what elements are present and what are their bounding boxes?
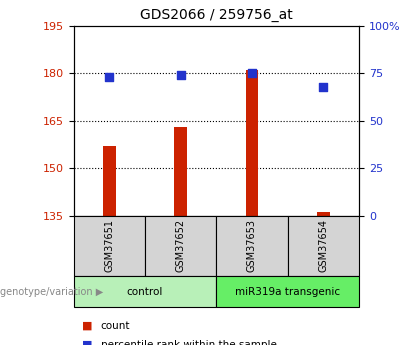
Text: GSM37654: GSM37654 bbox=[318, 219, 328, 272]
Bar bbox=[174, 127, 187, 216]
Text: ■: ■ bbox=[82, 321, 92, 331]
Bar bbox=[246, 70, 258, 216]
Point bbox=[320, 84, 327, 89]
Text: count: count bbox=[101, 321, 130, 331]
Title: GDS2066 / 259756_at: GDS2066 / 259756_at bbox=[140, 8, 293, 22]
Point bbox=[106, 74, 113, 80]
Text: GSM37652: GSM37652 bbox=[176, 219, 186, 272]
Bar bbox=[317, 213, 330, 216]
Bar bbox=[103, 146, 116, 216]
Text: miR319a transgenic: miR319a transgenic bbox=[235, 287, 340, 296]
Text: control: control bbox=[127, 287, 163, 296]
Point bbox=[249, 71, 255, 76]
Text: GSM37651: GSM37651 bbox=[104, 219, 114, 272]
Text: ■: ■ bbox=[82, 340, 92, 345]
Text: percentile rank within the sample: percentile rank within the sample bbox=[101, 340, 277, 345]
Text: GSM37653: GSM37653 bbox=[247, 219, 257, 272]
Point bbox=[177, 72, 184, 78]
Text: genotype/variation ▶: genotype/variation ▶ bbox=[0, 287, 103, 296]
